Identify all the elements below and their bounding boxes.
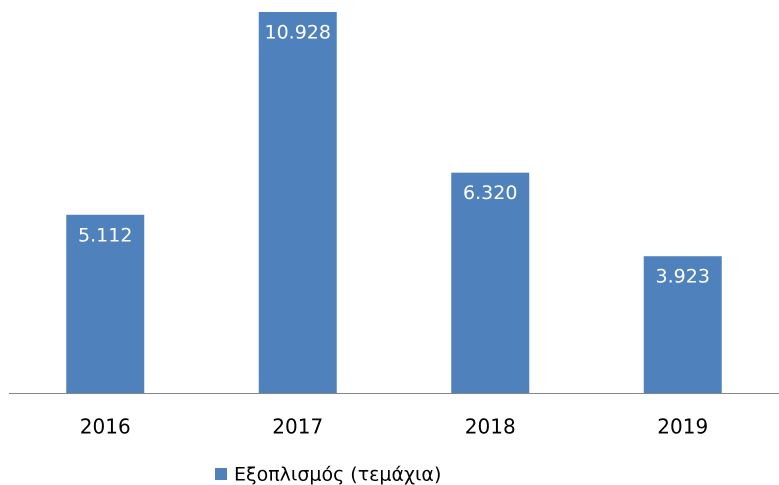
data-label: 5.112 bbox=[78, 224, 132, 246]
data-label: 10.928 bbox=[265, 22, 331, 44]
bar bbox=[451, 172, 530, 393]
data-label: 6.320 bbox=[463, 182, 517, 204]
x-tick-label: 2017 bbox=[272, 415, 323, 439]
x-tick-label: 2019 bbox=[657, 415, 708, 439]
legend-label: Εξοπλισμός (τεμάχια) bbox=[234, 464, 441, 485]
x-tick-label: 2018 bbox=[465, 415, 516, 439]
bar bbox=[643, 256, 722, 393]
data-label: 3.923 bbox=[656, 266, 710, 288]
bar bbox=[258, 12, 337, 393]
legend-swatch bbox=[215, 468, 227, 480]
bar bbox=[66, 214, 145, 393]
x-tick-label: 2016 bbox=[80, 415, 131, 439]
